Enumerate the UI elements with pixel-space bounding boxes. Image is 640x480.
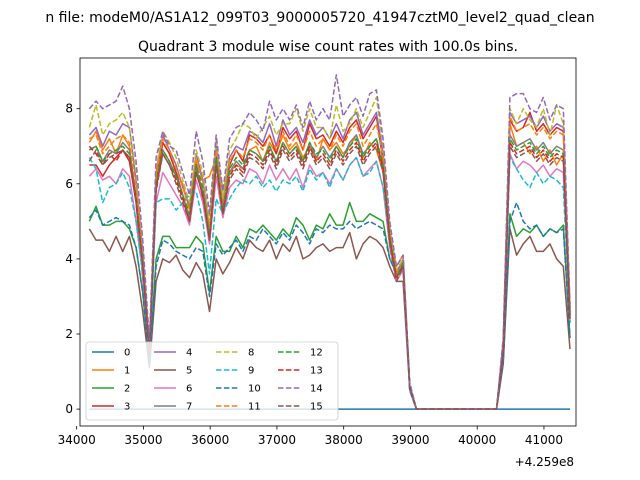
series-line-11: [88, 115, 571, 410]
legend-label-13: 13: [310, 366, 323, 377]
x-tick-label: 40000: [458, 433, 496, 447]
legend-label-9: 9: [248, 366, 254, 377]
legend-label-2: 2: [124, 384, 130, 395]
x-tick-label: 36000: [191, 433, 229, 447]
x-tick-label: 37000: [258, 433, 296, 447]
legend-label-12: 12: [310, 348, 323, 359]
legend-label-14: 14: [310, 384, 323, 395]
legend-label-6: 6: [186, 384, 192, 395]
y-tick-label: 4: [65, 252, 73, 266]
y-tick-label: 6: [65, 177, 73, 191]
legend-label-15: 15: [310, 402, 323, 413]
legend-label-11: 11: [248, 402, 261, 413]
x-tick-label: 38000: [325, 433, 363, 447]
chart-title: Quadrant 3 module wise count rates with …: [138, 39, 518, 55]
x-tick-label: 41000: [525, 433, 563, 447]
figure-suptitle: n file: modeM0/AS1A12_099T03_9000005720_…: [45, 10, 594, 26]
legend-label-0: 0: [124, 348, 130, 359]
y-tick-label: 0: [65, 402, 73, 416]
y-tick-label: 2: [65, 327, 73, 341]
series-layer: [88, 74, 571, 410]
legend-box: [85, 341, 339, 421]
axes: 34000 35000 36000 37000 38000 39000 40000 41000…: [58, 102, 563, 447]
x-offset-label: +4.259e8: [515, 455, 574, 469]
legend-label-4: 4: [186, 348, 192, 359]
legend-label-1: 1: [124, 366, 130, 377]
legend-label-7: 7: [186, 402, 192, 413]
legend-label-3: 3: [124, 402, 130, 413]
x-tick-label: 39000: [391, 433, 429, 447]
plot-frame: [79, 57, 577, 427]
legend-label-8: 8: [248, 348, 254, 359]
series-line-15: [88, 145, 571, 410]
legend-label-5: 5: [186, 366, 192, 377]
legend-label-10: 10: [248, 384, 261, 395]
y-tick-label: 8: [65, 102, 73, 116]
x-tick-label: 34000: [58, 433, 96, 447]
x-tick-label: 35000: [124, 433, 162, 447]
